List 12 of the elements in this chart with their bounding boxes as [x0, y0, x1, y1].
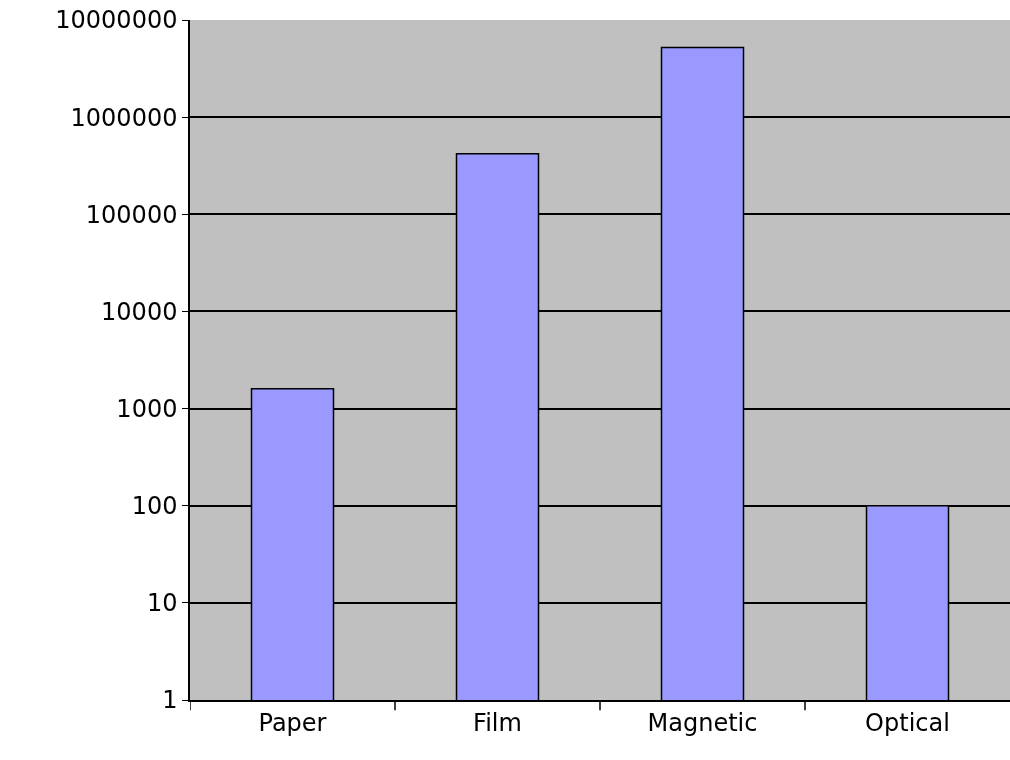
y-tick-label: 10 — [146, 589, 178, 618]
y-tick-label: 1000000 — [70, 103, 178, 132]
y-tick-label: 1 — [162, 686, 178, 715]
y-tick-label: 10000 — [101, 297, 178, 326]
x-tick-label: Paper — [258, 708, 327, 737]
x-tick-label: Film — [473, 708, 522, 737]
y-tick-label: 1000 — [116, 394, 178, 423]
x-tick-label: Optical — [865, 708, 950, 737]
x-tick-label: Magnetic — [647, 708, 758, 737]
y-tick-label: 10000000 — [55, 6, 178, 35]
y-tick-label: 100 — [131, 492, 178, 521]
y-tick-label: 100000 — [85, 200, 178, 229]
